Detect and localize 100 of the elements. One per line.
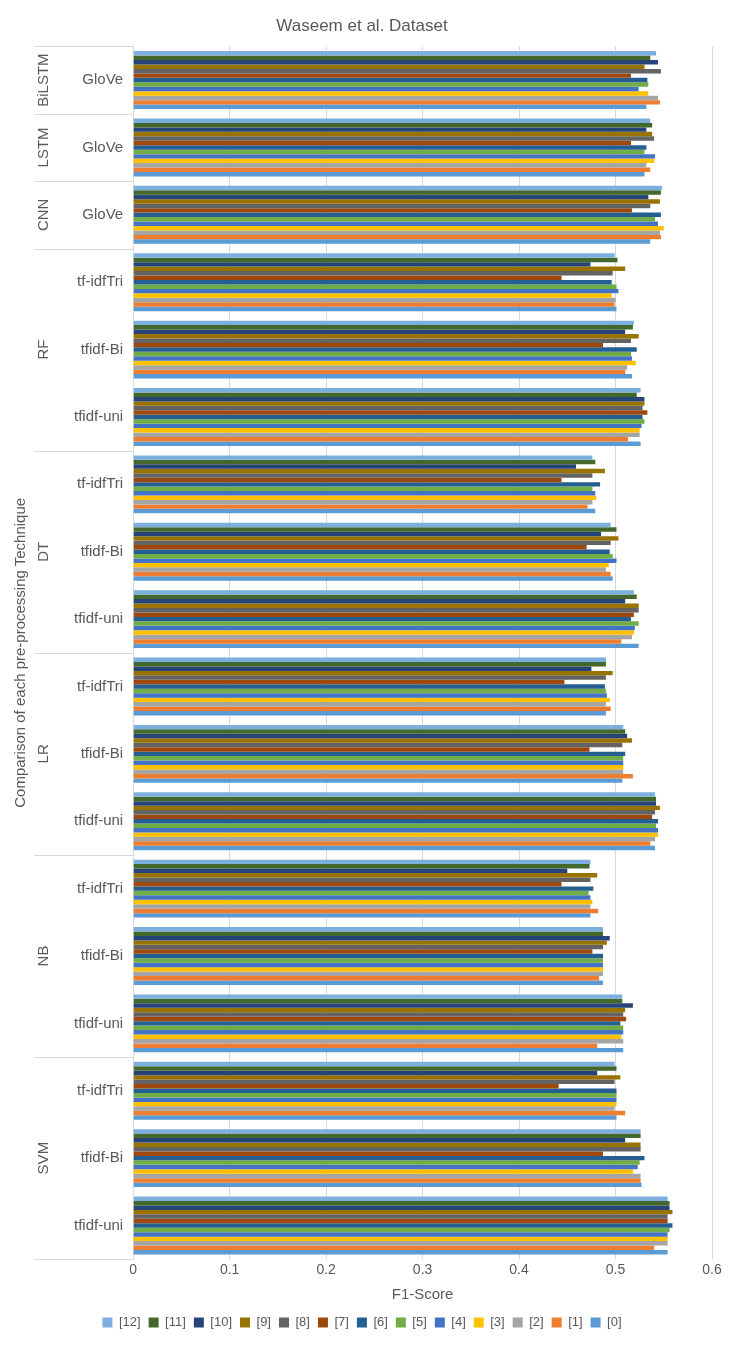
bar (133, 127, 647, 132)
bar (133, 73, 631, 78)
bar (133, 773, 633, 779)
y-axis-title: Comparison of each pre-processing Technique (11, 497, 29, 808)
bar (133, 1110, 626, 1116)
bar (133, 1146, 641, 1152)
bar (133, 886, 594, 891)
y-tick-label: GloVe (82, 137, 124, 155)
text: NB (34, 945, 52, 967)
bar (133, 60, 658, 65)
bar (133, 590, 634, 595)
bar (133, 1038, 624, 1044)
bar (133, 1129, 641, 1134)
bar (133, 859, 591, 865)
bar (133, 167, 651, 172)
bar (133, 630, 634, 635)
bar (133, 1115, 617, 1120)
bar (133, 136, 655, 141)
bar (133, 666, 592, 671)
text: LR (34, 744, 52, 764)
bar (133, 661, 606, 667)
bar (133, 334, 639, 339)
bar (133, 1003, 633, 1008)
y-tick-label: tf-idfTri (77, 272, 124, 290)
bar (133, 499, 593, 505)
bar (133, 405, 643, 411)
bar (133, 203, 651, 209)
bar (133, 751, 626, 757)
bar (133, 877, 591, 882)
bar (133, 625, 635, 631)
bar (133, 347, 637, 352)
bar (133, 827, 658, 833)
bar (133, 293, 612, 298)
bar (133, 441, 641, 446)
bar (133, 82, 649, 87)
bar (133, 1061, 615, 1067)
bar (133, 558, 617, 563)
bar (133, 607, 639, 613)
bar (133, 288, 619, 294)
bar (133, 769, 624, 774)
bar (133, 158, 655, 164)
bar (133, 455, 593, 460)
bar (133, 1155, 645, 1161)
bar (133, 302, 615, 307)
bar (133, 1218, 668, 1224)
bar (133, 1133, 641, 1139)
bar (133, 423, 642, 429)
bar (133, 171, 645, 177)
bar (133, 971, 603, 977)
text: CNN (34, 198, 52, 232)
bar (133, 760, 624, 766)
bar (133, 1030, 624, 1035)
bar (133, 953, 603, 959)
x-tick-label: 0.3 (412, 1261, 433, 1278)
text: SVM (34, 1141, 52, 1175)
bar (133, 374, 632, 379)
bar (133, 931, 603, 936)
bar (133, 1151, 603, 1156)
bar (133, 275, 562, 280)
bar (133, 360, 636, 366)
bar (133, 118, 651, 123)
y-tick-label: GloVe (82, 70, 124, 88)
bar (133, 1101, 617, 1107)
bar (133, 1142, 641, 1147)
bar (133, 306, 617, 312)
text: RF (34, 339, 52, 360)
bar (133, 778, 623, 783)
bar (133, 675, 606, 680)
bar (133, 913, 591, 918)
bar (133, 1138, 626, 1143)
bar (133, 284, 617, 289)
bar (133, 747, 590, 752)
bar (133, 571, 611, 577)
bar (133, 567, 606, 572)
bar (133, 419, 645, 424)
legend-label: [9] (256, 1314, 271, 1330)
bar (133, 320, 634, 326)
bar (133, 122, 653, 128)
bar (133, 967, 603, 972)
y-tick-label: tfidf-Bi (80, 946, 124, 964)
bar (133, 895, 591, 900)
bar (133, 819, 658, 824)
bar (133, 392, 637, 397)
bar (133, 217, 656, 222)
bar (133, 482, 601, 487)
legend-label: [2] (529, 1314, 544, 1330)
bar (133, 527, 617, 532)
legend-label: [7] (334, 1314, 349, 1330)
bar (133, 51, 657, 56)
bar (133, 711, 606, 716)
bar (133, 805, 660, 811)
bar (133, 508, 596, 514)
legend-label: [6] (373, 1314, 388, 1330)
bar (133, 733, 628, 739)
bar (133, 234, 661, 240)
legend-label: [5] (412, 1314, 427, 1330)
bar (133, 365, 628, 370)
bar (133, 576, 613, 581)
bar (133, 185, 662, 191)
bar (133, 1075, 621, 1080)
